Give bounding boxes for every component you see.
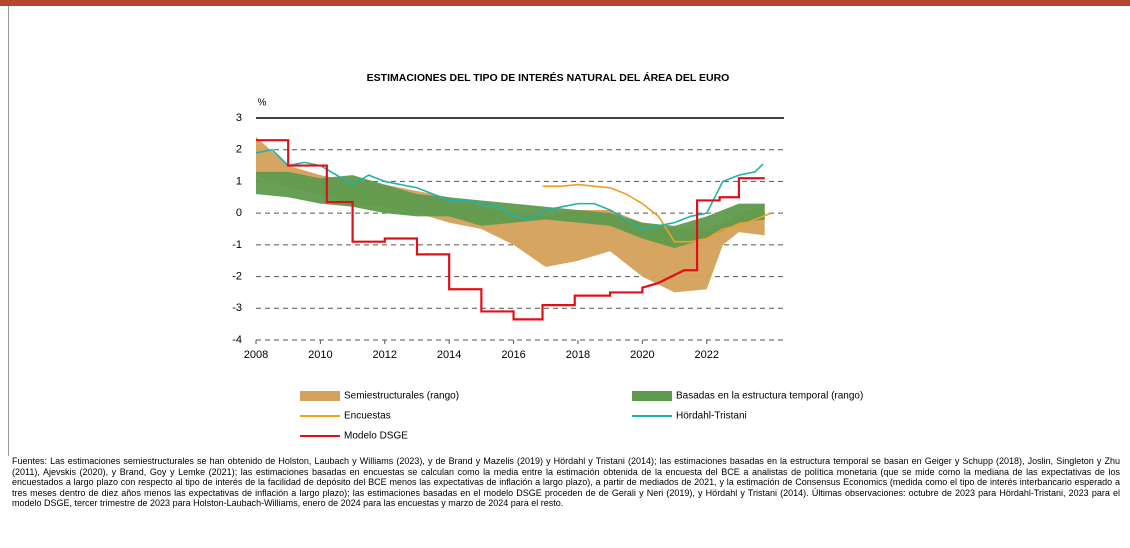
legend-swatch [300,391,340,401]
x-tick-label: 2014 [437,349,461,361]
legend-label: Hördahl-Tristani [676,411,747,422]
range-band [256,171,765,249]
legend-label: Encuestas [344,411,391,422]
series-line [255,148,764,230]
legend-label: Basadas en la estructura temporal (rango… [676,391,863,402]
x-tick-label: 2012 [373,349,397,361]
x-tick-label: 2020 [630,349,654,361]
y-axis-label: % [258,98,267,109]
legend-swatch [632,391,672,401]
series-line [542,183,772,243]
y-tick-label: 3 [236,112,242,124]
x-tick-label: 2010 [308,349,332,361]
legend-label: Semiestructurales (rango) [344,391,459,402]
y-tick-label: 0 [236,207,242,219]
y-tick-label: -4 [232,334,242,346]
top-bar [0,0,1130,6]
y-tick-label: -2 [232,270,242,282]
x-tick-label: 2016 [501,349,525,361]
x-tick-label: 2018 [566,349,590,361]
y-tick-label: -1 [232,239,242,251]
series-line [256,139,765,321]
x-tick-label: 2022 [694,349,718,361]
legend-label: Modelo DSGE [344,431,408,442]
y-tick-label: 1 [236,175,242,187]
chart-title: ESTIMACIONES DEL TIPO DE INTERÉS NATURAL… [367,71,730,84]
y-tick-label: 2 [236,144,242,156]
y-tick-label: -3 [232,302,242,314]
footnote: Fuentes: Las estimaciones semiestructura… [12,456,1120,509]
chart: ESTIMACIONES DEL TIPO DE INTERÉS NATURAL… [0,0,1130,456]
x-tick-label: 2008 [244,349,268,361]
